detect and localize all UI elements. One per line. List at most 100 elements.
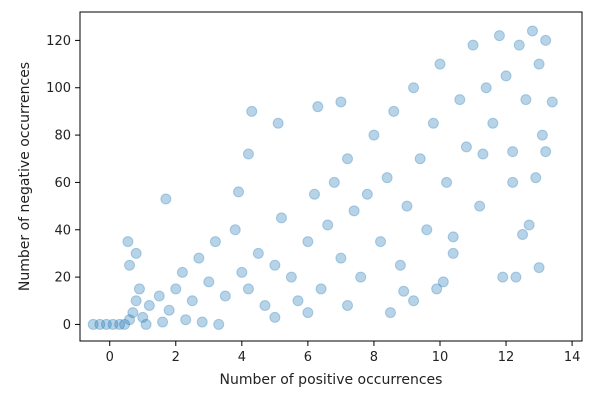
- data-point: [480, 82, 492, 94]
- data-point: [87, 318, 99, 330]
- x-tick-label: 12: [498, 350, 515, 365]
- data-point: [375, 236, 387, 248]
- data-point: [302, 236, 314, 248]
- data-point: [209, 236, 221, 248]
- data-point: [272, 117, 284, 129]
- data-point: [441, 176, 453, 188]
- scatter-points: [87, 25, 558, 330]
- data-point: [540, 34, 552, 46]
- data-point: [157, 316, 169, 328]
- data-point: [193, 252, 205, 264]
- data-point: [437, 276, 449, 288]
- data-point: [477, 148, 489, 160]
- y-tick-label: 80: [54, 129, 71, 144]
- y-tick-label: 20: [54, 271, 71, 286]
- data-point: [122, 236, 134, 248]
- data-point: [176, 266, 188, 278]
- data-point: [143, 300, 155, 311]
- data-point: [322, 219, 334, 231]
- data-point: [124, 259, 136, 271]
- data-point: [493, 30, 505, 42]
- data-point: [252, 247, 264, 259]
- data-point: [408, 82, 420, 94]
- data-point: [107, 318, 119, 330]
- data-point: [292, 295, 304, 307]
- data-point: [510, 271, 522, 283]
- y-axis-label: Number of negative occurrences: [17, 62, 33, 291]
- data-point: [355, 271, 367, 283]
- data-point: [203, 276, 215, 288]
- data-point: [533, 262, 545, 274]
- x-tick-label: 6: [304, 350, 312, 365]
- data-point: [361, 188, 373, 200]
- data-point: [219, 290, 231, 302]
- data-point: [530, 172, 542, 184]
- data-point: [328, 176, 340, 188]
- data-point: [540, 146, 552, 158]
- data-point: [242, 283, 254, 295]
- y-tick-label: 100: [46, 81, 71, 96]
- data-point: [368, 129, 380, 141]
- data-point: [431, 283, 443, 295]
- data-point: [196, 316, 208, 328]
- data-point: [186, 295, 198, 307]
- data-point: [454, 94, 466, 106]
- data-point: [119, 318, 131, 330]
- data-point: [517, 228, 529, 240]
- data-point: [213, 318, 225, 330]
- y-tick-label: 40: [54, 223, 71, 238]
- data-point: [342, 300, 354, 311]
- data-point: [342, 153, 354, 165]
- data-point: [434, 58, 446, 70]
- data-point: [133, 283, 145, 295]
- data-point: [124, 314, 136, 326]
- data-point: [398, 285, 410, 297]
- data-point: [487, 117, 499, 129]
- x-tick-label: 2: [172, 350, 180, 365]
- data-point: [236, 266, 248, 278]
- data-point: [381, 172, 393, 184]
- data-point: [127, 307, 139, 319]
- data-point: [546, 96, 558, 108]
- data-point: [233, 186, 245, 198]
- y-tick-label: 0: [63, 318, 71, 333]
- data-point: [474, 200, 486, 212]
- data-point: [308, 188, 320, 200]
- data-point: [94, 318, 106, 330]
- data-point: [130, 247, 142, 259]
- data-point: [394, 259, 406, 271]
- data-point: [130, 295, 142, 307]
- data-point: [163, 304, 175, 316]
- data-point: [427, 117, 439, 129]
- data-point: [269, 259, 281, 271]
- data-point: [170, 283, 182, 295]
- data-point: [315, 283, 327, 295]
- x-axis-label: Number of positive occurrences: [220, 372, 443, 388]
- data-point: [302, 307, 314, 319]
- data-point: [500, 70, 512, 82]
- data-point: [467, 39, 479, 51]
- data-point: [513, 39, 525, 51]
- x-tick-label: 10: [432, 350, 449, 365]
- data-point: [269, 311, 281, 323]
- data-point: [100, 318, 112, 330]
- data-point: [507, 176, 519, 188]
- data-point: [507, 146, 519, 158]
- data-point: [523, 219, 535, 231]
- data-point: [526, 25, 538, 37]
- data-point: [414, 153, 426, 165]
- plot-frame: [79, 11, 583, 342]
- data-point: [401, 200, 413, 212]
- data-point: [137, 311, 149, 323]
- x-tick-label: 4: [238, 350, 246, 365]
- data-point: [246, 105, 258, 117]
- data-point: [335, 252, 347, 264]
- x-tick-label: 0: [106, 350, 114, 365]
- data-point: [533, 58, 545, 70]
- data-point: [536, 129, 548, 141]
- data-point: [447, 247, 459, 259]
- data-point: [460, 141, 472, 153]
- data-point: [229, 224, 241, 236]
- data-point: [384, 307, 396, 319]
